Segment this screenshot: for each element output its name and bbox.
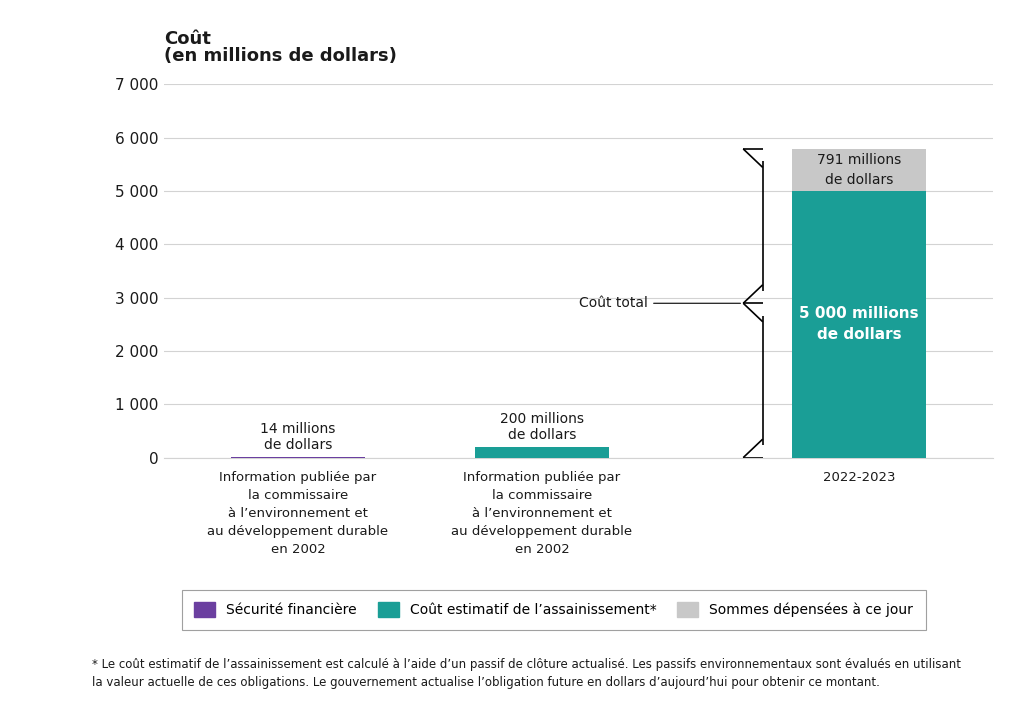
Text: * Le coût estimatif de l’assainissement est calculé à l’aide d’un passif de clôt: * Le coût estimatif de l’assainissement … [92,658,962,689]
Text: Coût: Coût [164,30,211,49]
Bar [792,149,926,191]
Text: Coût total: Coût total [580,296,740,310]
Bar [792,191,926,458]
Bar [475,447,609,458]
Text: 200 millions
de dollars: 200 millions de dollars [500,412,584,442]
Bar [231,457,366,458]
Text: 5 000 millions
de dollars: 5 000 millions de dollars [800,306,919,342]
Text: (en millions de dollars): (en millions de dollars) [164,47,396,65]
Text: 791 millions
de dollars: 791 millions de dollars [817,153,901,187]
Legend: Sécurité financière, Coût estimatif de l’assainissement*, Sommes dépensées à ce : Sécurité financière, Coût estimatif de l… [182,590,926,630]
Text: 14 millions
de dollars: 14 millions de dollars [260,422,336,452]
